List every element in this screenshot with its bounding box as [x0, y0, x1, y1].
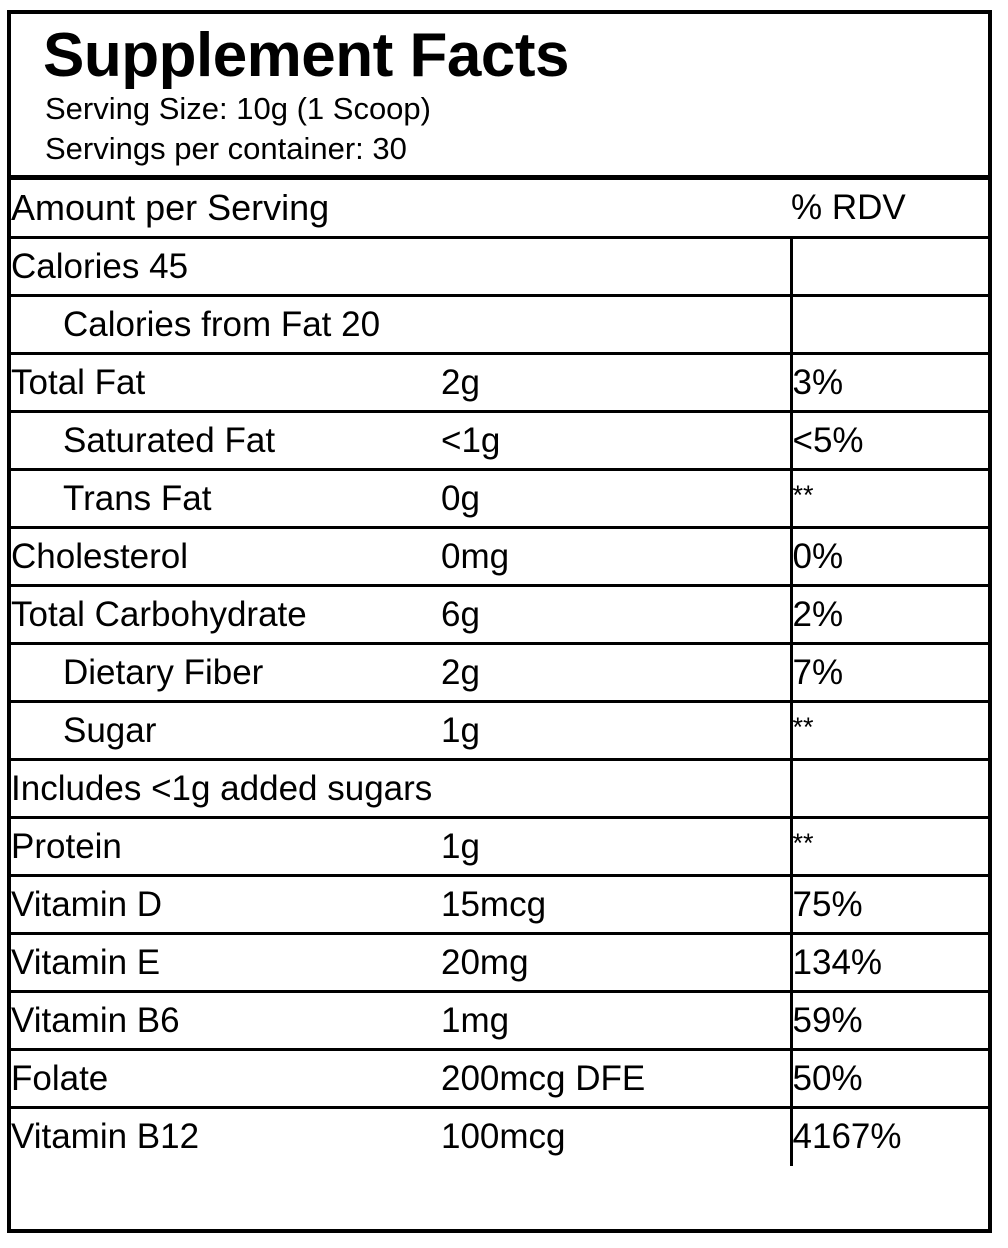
row-label: Folate [11, 1048, 441, 1108]
row-percent-rdv [789, 758, 989, 818]
table-row: Protein 1g ** [11, 816, 989, 876]
table-row: Trans Fat 0g ** [11, 468, 989, 528]
row-percent-rdv: 4167% [789, 1106, 989, 1166]
row-label: Total Carbohydrate [11, 584, 441, 644]
row-amount: 1mg [441, 990, 792, 1050]
row-amount [441, 236, 792, 296]
row-percent-rdv [789, 236, 989, 296]
row-percent-rdv: <5% [789, 410, 989, 470]
row-amount: 0mg [441, 526, 792, 586]
facts-table-body: Amount per Serving % RDV Calories 45 Calo… [11, 180, 989, 1166]
servings-per-container-text: Servings per container: 30 [45, 130, 407, 166]
header-separator-rule [11, 174, 988, 180]
table-row: Dietary Fiber 2g 7% [11, 642, 989, 702]
row-label: Sugar [11, 700, 441, 760]
row-amount: 0g [441, 468, 792, 528]
table-row: Total Carbohydrate 6g 2% [11, 584, 989, 644]
row-percent-rdv: 50% [789, 1048, 989, 1108]
row-amount: 15mcg [441, 874, 792, 934]
row-label: Protein [11, 816, 441, 876]
row-amount: 6g [441, 584, 792, 644]
row-percent-rdv: 7% [789, 642, 989, 702]
table-row: Saturated Fat <1g <5% [11, 410, 989, 470]
row-percent-rdv [789, 294, 989, 354]
row-label: Total Fat [11, 352, 441, 412]
row-label: Vitamin E [11, 932, 441, 992]
row-label: Calories from Fat 20 [11, 294, 441, 354]
supplement-facts-panel: Supplement Facts Serving Size: 10g (1 Sc… [7, 10, 992, 1233]
row-amount: 1g [441, 816, 792, 876]
serving-size-text: Serving Size: 10g (1 Scoop) [45, 91, 431, 127]
row-percent-rdv: ** [789, 816, 989, 876]
table-row: Total Fat 2g 3% [11, 352, 989, 412]
row-amount: 1g [441, 700, 792, 760]
table-row: Folate 200mcg DFE 50% [11, 1048, 989, 1108]
table-row: Sugar 1g ** [11, 700, 989, 760]
row-percent-rdv: 59% [789, 990, 989, 1050]
row-label: Vitamin D [11, 874, 441, 934]
row-amount: 100mcg [441, 1106, 792, 1166]
row-percent-rdv: ** [789, 700, 989, 760]
row-label: Includes <1g added sugars [11, 758, 792, 818]
table-row: Calories 45 [11, 236, 989, 296]
column-header-amount-per-serving: Amount per Serving [11, 186, 330, 228]
table-row: Calories from Fat 20 [11, 294, 989, 354]
label-header: Supplement Facts Serving Size: 10g (1 Sc… [11, 14, 988, 175]
row-amount: 2g [441, 642, 792, 702]
column-header-percent-rdv: % RDV [791, 187, 906, 227]
table-row: Vitamin E 20mg 134% [11, 932, 989, 992]
row-amount: 20mg [441, 932, 792, 992]
nutrition-facts-table: Amount per Serving % RDV Calories 45 Calo… [11, 180, 989, 1166]
row-label: Dietary Fiber [11, 642, 441, 702]
row-percent-rdv: 3% [789, 352, 989, 412]
table-row: Vitamin D 15mcg 75% [11, 874, 989, 934]
row-percent-rdv: 2% [789, 584, 989, 644]
row-label: Vitamin B6 [11, 990, 441, 1050]
row-amount: 2g [441, 352, 792, 412]
row-amount: 200mcg DFE [441, 1048, 792, 1108]
page-title: Supplement Facts [43, 21, 570, 90]
row-percent-rdv: 75% [789, 874, 989, 934]
row-label: Calories 45 [11, 236, 441, 296]
row-amount: <1g [441, 410, 792, 470]
row-label: Saturated Fat [11, 410, 441, 470]
table-row: Cholesterol 0mg 0% [11, 526, 989, 586]
row-percent-rdv: 0% [789, 526, 989, 586]
row-label: Trans Fat [11, 468, 441, 528]
row-label: Vitamin B12 [11, 1106, 441, 1166]
table-row: Vitamin B6 1mg 59% [11, 990, 989, 1050]
row-percent-rdv: 134% [789, 932, 989, 992]
table-row: Includes <1g added sugars [11, 758, 989, 818]
table-header-row: Amount per Serving % RDV [11, 180, 988, 238]
table-row: Vitamin B12 100mcg 4167% [11, 1106, 989, 1166]
row-percent-rdv: ** [789, 468, 989, 528]
row-label: Cholesterol [11, 526, 441, 586]
row-amount [441, 294, 792, 354]
